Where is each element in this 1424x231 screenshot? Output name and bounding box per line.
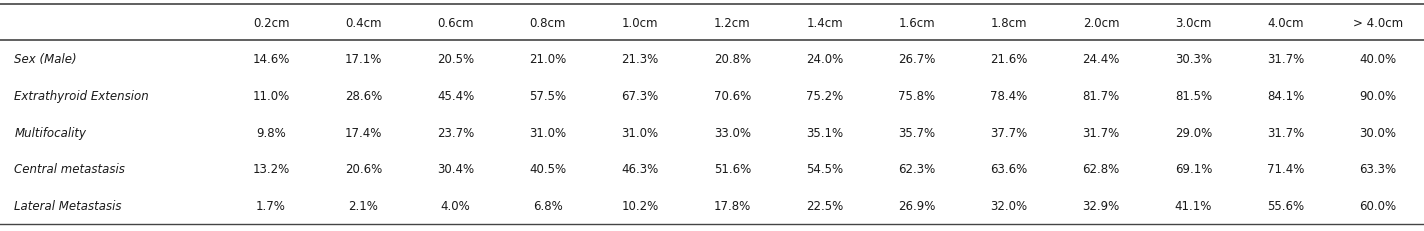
Text: 29.0%: 29.0%: [1175, 126, 1212, 139]
Text: 63.3%: 63.3%: [1360, 163, 1397, 176]
Text: 21.0%: 21.0%: [530, 53, 567, 66]
Text: 90.0%: 90.0%: [1360, 90, 1397, 103]
Text: 84.1%: 84.1%: [1267, 90, 1304, 103]
Text: 30.3%: 30.3%: [1175, 53, 1212, 66]
Text: 62.3%: 62.3%: [899, 163, 936, 176]
Text: 31.7%: 31.7%: [1082, 126, 1119, 139]
Text: 40.0%: 40.0%: [1360, 53, 1397, 66]
Text: 31.7%: 31.7%: [1267, 126, 1304, 139]
Text: 30.4%: 30.4%: [437, 163, 474, 176]
Text: 32.9%: 32.9%: [1082, 199, 1119, 212]
Text: 69.1%: 69.1%: [1175, 163, 1212, 176]
Text: Lateral Metastasis: Lateral Metastasis: [14, 199, 121, 212]
Text: 51.6%: 51.6%: [713, 163, 750, 176]
Text: 2.1%: 2.1%: [349, 199, 379, 212]
Text: 23.7%: 23.7%: [437, 126, 474, 139]
Text: 31.7%: 31.7%: [1267, 53, 1304, 66]
Text: 21.6%: 21.6%: [990, 53, 1028, 66]
Text: 13.2%: 13.2%: [252, 163, 289, 176]
Text: 35.7%: 35.7%: [899, 126, 936, 139]
Text: 22.5%: 22.5%: [806, 199, 843, 212]
Text: 70.6%: 70.6%: [713, 90, 750, 103]
Text: 46.3%: 46.3%: [621, 163, 659, 176]
Text: 60.0%: 60.0%: [1360, 199, 1397, 212]
Text: 10.2%: 10.2%: [621, 199, 659, 212]
Text: 17.4%: 17.4%: [345, 126, 382, 139]
Text: 6.8%: 6.8%: [533, 199, 562, 212]
Text: 17.8%: 17.8%: [713, 199, 750, 212]
Text: 1.4cm: 1.4cm: [806, 16, 843, 29]
Text: 20.6%: 20.6%: [345, 163, 382, 176]
Text: 0.2cm: 0.2cm: [253, 16, 289, 29]
Text: 1.2cm: 1.2cm: [713, 16, 750, 29]
Text: 1.6cm: 1.6cm: [899, 16, 936, 29]
Text: 0.8cm: 0.8cm: [530, 16, 565, 29]
Text: 67.3%: 67.3%: [621, 90, 659, 103]
Text: 1.8cm: 1.8cm: [991, 16, 1027, 29]
Text: 0.4cm: 0.4cm: [345, 16, 382, 29]
Text: 57.5%: 57.5%: [530, 90, 567, 103]
Text: 0.6cm: 0.6cm: [437, 16, 474, 29]
Text: 11.0%: 11.0%: [252, 90, 289, 103]
Text: 63.6%: 63.6%: [990, 163, 1028, 176]
Text: 41.1%: 41.1%: [1175, 199, 1212, 212]
Text: 62.8%: 62.8%: [1082, 163, 1119, 176]
Text: 26.7%: 26.7%: [899, 53, 936, 66]
Text: 45.4%: 45.4%: [437, 90, 474, 103]
Text: 28.6%: 28.6%: [345, 90, 382, 103]
Text: 75.2%: 75.2%: [806, 90, 843, 103]
Text: 78.4%: 78.4%: [990, 90, 1028, 103]
Text: 14.6%: 14.6%: [252, 53, 290, 66]
Text: 71.4%: 71.4%: [1267, 163, 1304, 176]
Text: 2.0cm: 2.0cm: [1082, 16, 1119, 29]
Text: 20.8%: 20.8%: [713, 53, 750, 66]
Text: 4.0%: 4.0%: [440, 199, 470, 212]
Text: 32.0%: 32.0%: [991, 199, 1028, 212]
Text: 4.0cm: 4.0cm: [1267, 16, 1304, 29]
Text: > 4.0cm: > 4.0cm: [1353, 16, 1403, 29]
Text: 37.7%: 37.7%: [990, 126, 1028, 139]
Text: Multifocality: Multifocality: [14, 126, 87, 139]
Text: 30.0%: 30.0%: [1360, 126, 1397, 139]
Text: 40.5%: 40.5%: [530, 163, 567, 176]
Text: 1.0cm: 1.0cm: [622, 16, 658, 29]
Text: 35.1%: 35.1%: [806, 126, 843, 139]
Text: 55.6%: 55.6%: [1267, 199, 1304, 212]
Text: 24.0%: 24.0%: [806, 53, 843, 66]
Text: 26.9%: 26.9%: [899, 199, 936, 212]
Text: 33.0%: 33.0%: [713, 126, 750, 139]
Text: 17.1%: 17.1%: [345, 53, 382, 66]
Text: 21.3%: 21.3%: [621, 53, 659, 66]
Text: 3.0cm: 3.0cm: [1175, 16, 1212, 29]
Text: 81.5%: 81.5%: [1175, 90, 1212, 103]
Text: 31.0%: 31.0%: [530, 126, 567, 139]
Text: 75.8%: 75.8%: [899, 90, 936, 103]
Text: 24.4%: 24.4%: [1082, 53, 1119, 66]
Text: Sex (Male): Sex (Male): [14, 53, 77, 66]
Text: 20.5%: 20.5%: [437, 53, 474, 66]
Text: Extrathyroid Extension: Extrathyroid Extension: [14, 90, 150, 103]
Text: 1.7%: 1.7%: [256, 199, 286, 212]
Text: 9.8%: 9.8%: [256, 126, 286, 139]
Text: 81.7%: 81.7%: [1082, 90, 1119, 103]
Text: Central metastasis: Central metastasis: [14, 163, 125, 176]
Text: 31.0%: 31.0%: [621, 126, 658, 139]
Text: 54.5%: 54.5%: [806, 163, 843, 176]
